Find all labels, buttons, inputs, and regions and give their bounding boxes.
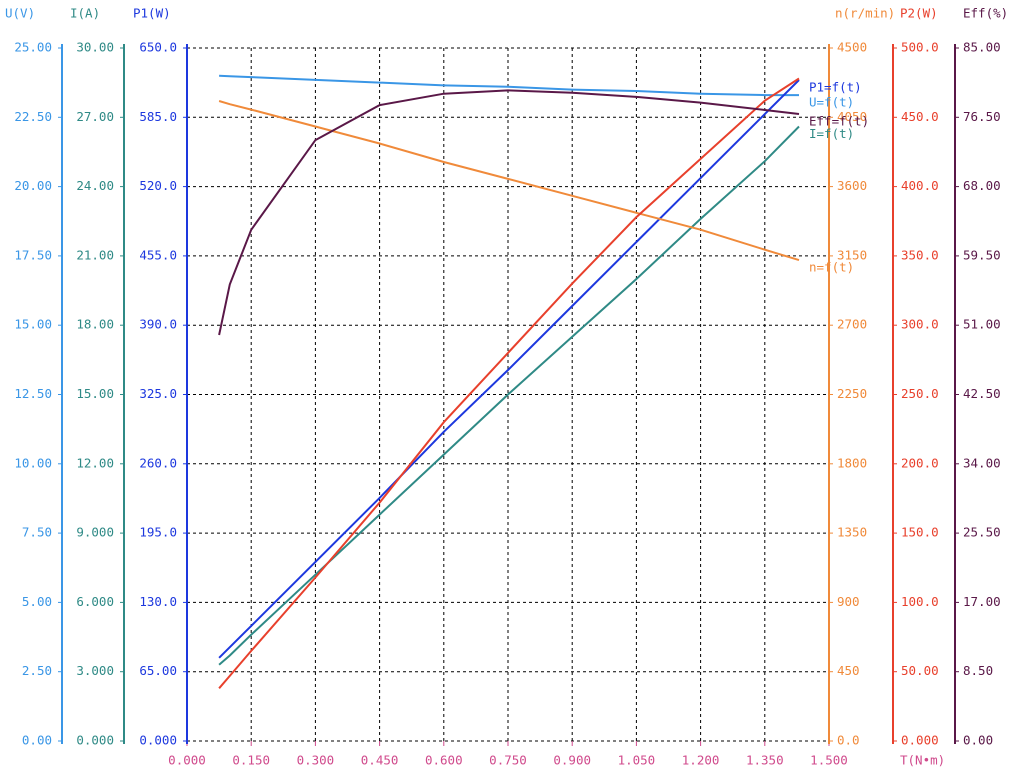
axis-title: Eff(%) — [963, 6, 1008, 21]
y-tick-label: 4500 — [837, 40, 867, 55]
x-tick-label: 0.150 — [232, 753, 270, 768]
y-tick-label: 4050 — [837, 109, 867, 124]
curve-label: Eff=f(t) — [809, 114, 869, 129]
y-tick-label: 2700 — [837, 317, 867, 332]
y-tick-label: 325.0 — [139, 386, 177, 401]
y-tick-label: 130.0 — [139, 594, 177, 609]
y-tick-label: 42.50 — [963, 386, 1001, 401]
y-tick-label: 3600 — [837, 178, 867, 193]
y-tick-label: 260.0 — [139, 455, 177, 470]
y-tick-label: 22.50 — [14, 109, 52, 124]
y-tick-label: 10.00 — [14, 455, 52, 470]
y-tick-label: 21.00 — [76, 247, 114, 262]
curve-label: U=f(t) — [809, 95, 854, 110]
y-tick-label: 27.00 — [76, 109, 114, 124]
y-tick-label: 455.0 — [139, 247, 177, 262]
series-line — [218, 77, 800, 689]
series-line — [218, 79, 800, 659]
y-tick-label: 9.000 — [76, 525, 114, 540]
y-tick-label: 59.50 — [963, 247, 1001, 262]
x-tick-label: 0.450 — [361, 753, 399, 768]
series-line — [219, 74, 799, 97]
x-tick-label: 1.350 — [746, 753, 784, 768]
y-tick-label: 65.00 — [139, 663, 177, 678]
x-tick-label: 0.900 — [553, 753, 591, 768]
y-tick-label: 350.0 — [901, 247, 939, 262]
y-tick-label: 17.50 — [14, 247, 52, 262]
y-tick-label: 15.00 — [14, 317, 52, 332]
curve-label: P1=f(t) — [809, 79, 862, 94]
x-tick-label: 1.050 — [618, 753, 656, 768]
y-tick-label: 0.000 — [139, 733, 177, 748]
x-tick-label: 0.750 — [489, 753, 527, 768]
x-tick-label: 1.200 — [682, 753, 720, 768]
y-tick-label: 0.00 — [963, 733, 993, 748]
y-tick-label: 7.50 — [22, 525, 52, 540]
y-tick-label: 68.00 — [963, 178, 1001, 193]
y-tick-label: 0.0 — [837, 733, 860, 748]
y-tick-label: 400.0 — [901, 178, 939, 193]
y-tick-label: 6.000 — [76, 594, 114, 609]
y-tick-label: 1800 — [837, 455, 867, 470]
y-tick-label: 450.0 — [901, 109, 939, 124]
y-tick-label: 24.00 — [76, 178, 114, 193]
y-tick-label: 18.00 — [76, 317, 114, 332]
y-tick-label: 51.00 — [963, 317, 1001, 332]
y-tick-label: 195.0 — [139, 525, 177, 540]
y-tick-label: 200.0 — [901, 455, 939, 470]
y-tick-label: 85.00 — [963, 40, 1001, 55]
axis-title: P1(W) — [133, 6, 171, 21]
y-tick-label: 1350 — [837, 525, 867, 540]
y-tick-label: 8.50 — [963, 663, 993, 678]
axis-title: I(A) — [70, 6, 100, 21]
y-tick-label: 15.00 — [76, 386, 114, 401]
axis-title: P2(W) — [900, 6, 938, 21]
y-tick-label: 390.0 — [139, 317, 177, 332]
axis-title: n(r/min) — [835, 6, 895, 21]
y-tick-label: 25.00 — [14, 40, 52, 55]
y-tick-label: 300.0 — [901, 317, 939, 332]
curve-label: n=f(t) — [809, 260, 854, 275]
curve-label: I=f(t) — [809, 126, 854, 141]
y-tick-label: 12.00 — [76, 455, 114, 470]
y-tick-label: 585.0 — [139, 109, 177, 124]
x-tick-label: 1.500 — [810, 753, 848, 768]
y-tick-label: 76.50 — [963, 109, 1001, 124]
y-tick-label: 20.00 — [14, 178, 52, 193]
x-axis-title: T(N•m) — [900, 753, 945, 768]
y-tick-label: 0.00 — [22, 733, 52, 748]
y-tick-label: 50.00 — [901, 663, 939, 678]
y-tick-label: 150.0 — [901, 525, 939, 540]
y-tick-label: 650.0 — [139, 40, 177, 55]
y-tick-label: 450 — [837, 663, 860, 678]
series-line — [218, 89, 800, 336]
y-tick-label: 2.50 — [22, 663, 52, 678]
y-tick-label: 100.0 — [901, 594, 939, 609]
y-tick-label: 25.50 — [963, 525, 1001, 540]
y-tick-label: 3150 — [837, 247, 867, 262]
y-tick-label: 17.00 — [963, 594, 1001, 609]
y-tick-label: 12.50 — [14, 386, 52, 401]
y-tick-label: 250.0 — [901, 386, 939, 401]
y-tick-label: 5.00 — [22, 594, 52, 609]
y-tick-label: 2250 — [837, 386, 867, 401]
series-line — [218, 100, 800, 262]
y-tick-label: 30.00 — [76, 40, 114, 55]
y-tick-label: 3.000 — [76, 663, 114, 678]
y-tick-label: 0.000 — [901, 733, 939, 748]
y-tick-label: 500.0 — [901, 40, 939, 55]
series-line — [218, 125, 800, 666]
y-tick-label: 900 — [837, 594, 860, 609]
x-tick-label: 0.300 — [297, 753, 335, 768]
x-tick-label: 0.600 — [425, 753, 463, 768]
y-tick-label: 0.000 — [76, 733, 114, 748]
y-tick-label: 520.0 — [139, 178, 177, 193]
y-tick-label: 34.00 — [963, 455, 1001, 470]
x-tick-label: 0.000 — [168, 753, 206, 768]
axis-title: U(V) — [5, 6, 35, 21]
